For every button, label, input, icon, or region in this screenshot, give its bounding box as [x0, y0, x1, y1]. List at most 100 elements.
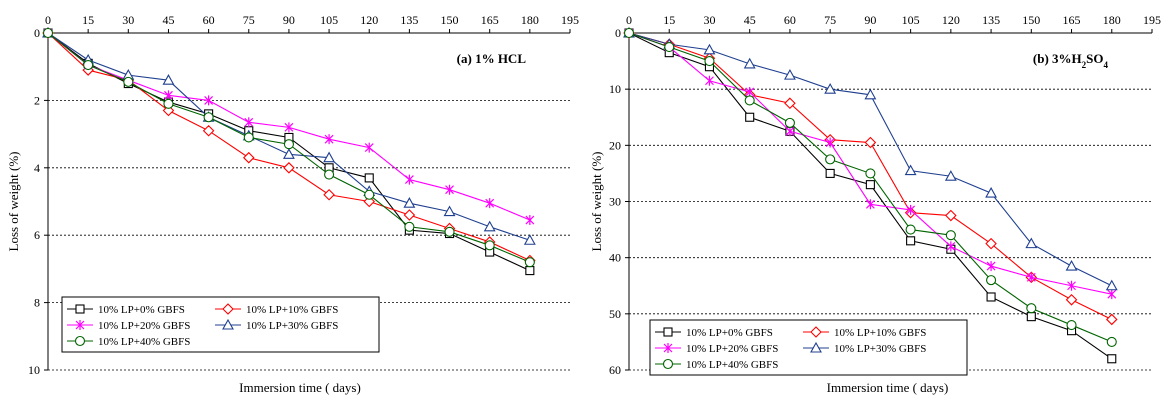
series-10-lp-30-gbfs-marker — [743, 57, 756, 69]
series-10-lp-40-gbfs-marker — [203, 112, 214, 123]
y-tick-label: 4 — [34, 161, 40, 175]
legend-10-lp-20-gbfs-marker — [75, 320, 85, 330]
legend-10-lp-30-gbfs-marker — [222, 318, 234, 330]
legend-10-lp-0-gbfs: 10% LP+0% GBFS — [67, 304, 185, 316]
series-10-lp-40-gbfs-marker — [744, 95, 755, 106]
series-10-lp-40-gbfs-marker — [1026, 303, 1037, 314]
legend-label: 10% LP+30% GBFS — [246, 320, 338, 332]
legend-10-lp-10-gbfs: 10% LP+10% GBFS — [803, 326, 926, 339]
series-10-lp-30-gbfs-marker — [944, 170, 957, 181]
x-tick-label: 165 — [481, 13, 499, 27]
y-tick-label: 30 — [609, 195, 621, 209]
series-10-lp-40-gbfs-marker — [163, 98, 174, 109]
x-tick-label: 165 — [1063, 13, 1081, 27]
series-10-lp-40-gbfs-marker — [1066, 320, 1077, 331]
series-10-lp-0-gbfs-marker — [906, 236, 916, 246]
x-axis-label: Immersion time ( days) — [239, 380, 361, 395]
legend: 10% LP+0% GBFS 10% LP+10% GBFS 10% LP+20% … — [649, 319, 968, 376]
series-10-lp-20-gbfs-marker — [785, 126, 795, 137]
legend-10-lp-30-gbfs-marker — [810, 341, 822, 353]
x-tick-label: 195 — [1143, 13, 1161, 27]
series-10-lp-20-gbfs-marker — [705, 75, 714, 86]
series-10-lp-10-gbfs-marker — [1065, 294, 1078, 306]
series-10-lp-20-gbfs-marker — [1067, 280, 1076, 291]
x-tick-label: 135 — [982, 13, 1000, 27]
series-10-lp-30-gbfs-marker — [985, 186, 998, 198]
series-10-lp-20-gbfs-marker — [324, 134, 334, 145]
series-10-lp-40-gbfs — [42, 27, 535, 268]
series-10-lp-0-gbfs-marker — [745, 112, 755, 122]
x-tick-label: 60 — [203, 13, 215, 27]
legend-10-lp-10-gbfs-marker — [222, 303, 234, 315]
y-tick-label: 10 — [609, 82, 621, 96]
y-tick-label: 8 — [34, 296, 40, 310]
chart-title-part: (b) 3%H — [1033, 51, 1082, 66]
legend-label: 10% LP+20% GBFS — [686, 343, 778, 355]
series-10-lp-20-gbfs-marker — [986, 261, 996, 272]
series-10-lp-40-gbfs-marker — [243, 132, 254, 143]
x-tick-label: 75 — [824, 13, 836, 27]
series-10-lp-40-gbfs-marker — [324, 169, 335, 180]
legend-label: 10% LP+40% GBFS — [686, 359, 778, 371]
series-10-lp-20-gbfs-marker — [164, 90, 173, 101]
series-10-lp-30-gbfs-marker — [323, 151, 336, 163]
series-10-lp-40-gbfs-marker — [664, 41, 675, 53]
x-tick-label: 150 — [1022, 13, 1040, 27]
legend-label: 10% LP+20% GBFS — [98, 320, 190, 332]
legend-10-lp-0-gbfs: 10% LP+0% GBFS — [655, 327, 773, 339]
legend-10-lp-40-gbfs: 10% LP+40% GBFS — [67, 335, 190, 348]
series-10-lp-0-gbfs-marker — [1026, 312, 1036, 322]
x-tick-label: 45 — [162, 13, 174, 27]
x-tick-label: 180 — [521, 13, 539, 27]
y-axis-label: Loss of weight (%) — [589, 151, 604, 251]
y-tick-label: 6 — [34, 228, 40, 242]
x-tick-label: 120 — [942, 13, 960, 27]
series-10-lp-20-gbfs-marker — [284, 122, 294, 133]
x-tick-label: 30 — [122, 13, 134, 27]
legend-box — [649, 319, 968, 376]
series-10-lp-40-gbfs-marker — [623, 27, 635, 39]
series-10-lp-30-gbfs-line — [628, 32, 1113, 287]
series-10-lp-20-gbfs-marker — [825, 137, 835, 148]
legend-10-lp-20-gbfs: 10% LP+20% GBFS — [655, 343, 778, 355]
series-10-lp-20-gbfs-marker — [404, 174, 414, 185]
series-10-lp-30-gbfs-marker — [783, 68, 796, 80]
legend: 10% LP+0% GBFS 10% LP+10% GBFS 10% LP+20% … — [61, 296, 380, 353]
legend-10-lp-0-gbfs-marker — [75, 304, 85, 314]
series-10-lp-30-gbfs-marker — [824, 83, 837, 94]
series-10-lp-40-gbfs-marker — [784, 117, 795, 128]
series-10-lp-0-gbfs-marker — [986, 292, 996, 302]
series-10-lp-0-gbfs-line — [628, 32, 1113, 360]
x-axis-label: Immersion time ( days) — [827, 380, 949, 395]
series-10-lp-30-gbfs-marker — [1105, 279, 1118, 291]
x-tick-label: 75 — [243, 13, 255, 27]
series-10-lp-30-gbfs-marker — [443, 205, 456, 217]
series-10-lp-40-gbfs-marker — [704, 56, 715, 67]
series-10-lp-0-gbfs-marker — [525, 266, 535, 276]
series-10-lp-40-gbfs-marker — [42, 27, 54, 39]
x-tick-label: 15 — [82, 13, 94, 27]
x-tick-label: 105 — [902, 13, 920, 27]
x-tick-label: 0 — [626, 13, 632, 27]
legend-10-lp-10-gbfs-marker — [810, 326, 822, 338]
series-10-lp-10-gbfs-marker — [323, 188, 335, 201]
series-10-lp-40-gbfs-marker — [123, 76, 134, 87]
legend-10-lp-40-gbfs-marker — [662, 358, 674, 370]
series-10-lp-20-gbfs-marker — [204, 95, 214, 106]
series-10-lp-10-gbfs-marker — [784, 97, 796, 109]
legend-label: 10% LP+10% GBFS — [246, 304, 338, 316]
chart-hcl: 0 15 30 45 60 75 90 105 120 135 150 165 180 195 0 2 4 6 8 1… — [6, 13, 579, 395]
series-10-lp-20-gbfs-marker — [906, 204, 916, 215]
legend-label: 10% LP+0% GBFS — [686, 327, 773, 339]
legend-10-lp-40-gbfs-marker — [74, 335, 86, 347]
x-tick-label: 15 — [663, 13, 675, 27]
series-10-lp-40-gbfs-marker — [283, 139, 294, 150]
series-10-lp-30-gbfs-marker — [483, 220, 496, 232]
legend-10-lp-20-gbfs: 10% LP+20% GBFS — [67, 320, 190, 332]
y-tick-label: 40 — [609, 251, 621, 265]
series-10-lp-10-gbfs-marker — [202, 124, 215, 137]
series-10-lp-10-gbfs-marker — [985, 237, 997, 250]
chart-h2so4: 0 15 30 45 60 75 90 105 120 135 150 165 180 195 0 10 20 3… — [589, 13, 1161, 395]
series-10-lp-20-gbfs-marker — [946, 241, 956, 252]
series-10-lp-20-gbfs-line — [628, 32, 1112, 295]
